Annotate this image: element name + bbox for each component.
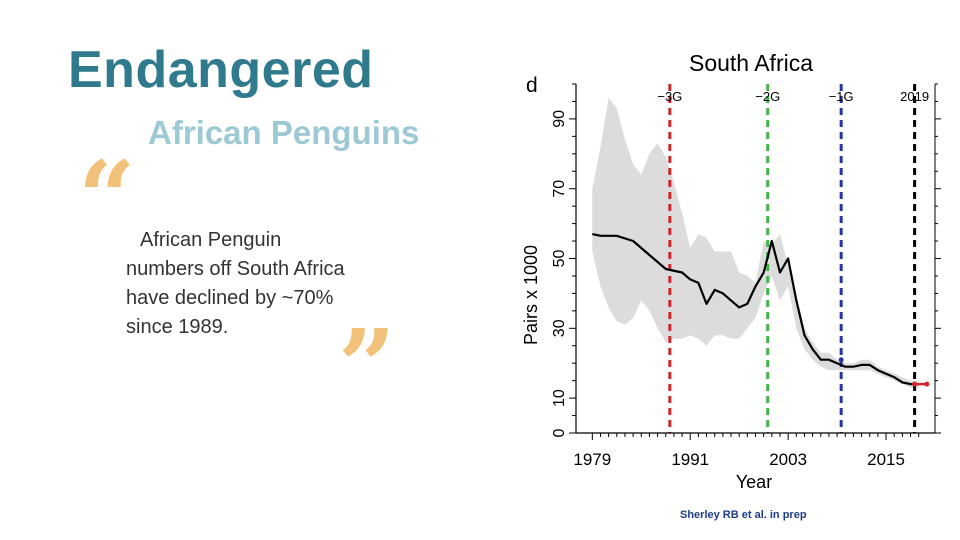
- reference-label-2: −1G: [829, 89, 854, 104]
- population-chart: South Africa d Pairs x 1000 Year −3G −2G −…: [521, 50, 941, 492]
- y-tick-label: 10: [551, 389, 568, 407]
- y-tick-label: 50: [551, 250, 568, 268]
- series-line-0: [592, 233, 919, 386]
- highlight-point-0: [838, 357, 844, 363]
- reference-label-1: −2G: [755, 89, 780, 104]
- citation: Sherley RB et al. in prep: [680, 509, 807, 521]
- y-tick-label: 70: [551, 180, 568, 198]
- highlight-point-2: [924, 381, 930, 387]
- quote-text: African Penguin numbers off South Africa…: [126, 229, 345, 338]
- reference-label-0: −3G: [657, 89, 682, 104]
- highlight-point-1: [912, 381, 918, 387]
- panel-label: d: [526, 74, 538, 97]
- confidence-band: [592, 98, 919, 388]
- slide-title: Endangered: [68, 41, 374, 99]
- x-axis-label: Year: [736, 472, 772, 492]
- y-axis-label: Pairs x 1000: [521, 245, 541, 345]
- y-tick-label: 30: [551, 319, 568, 337]
- chart-title: South Africa: [689, 50, 813, 76]
- y-tick-label: 0: [551, 428, 568, 437]
- open-quote-mark-icon: “: [78, 139, 136, 257]
- x-tick-label: 1979: [573, 450, 611, 469]
- reference-label-3: 2019: [900, 89, 929, 104]
- x-tick-label: 2015: [867, 450, 905, 469]
- x-tick-label: 2003: [769, 450, 807, 469]
- close-quote-mark-icon: ”: [338, 307, 396, 425]
- slide-subtitle: African Penguins: [148, 114, 420, 151]
- x-tick-label: 1991: [671, 450, 709, 469]
- y-tick-label: 90: [551, 110, 568, 128]
